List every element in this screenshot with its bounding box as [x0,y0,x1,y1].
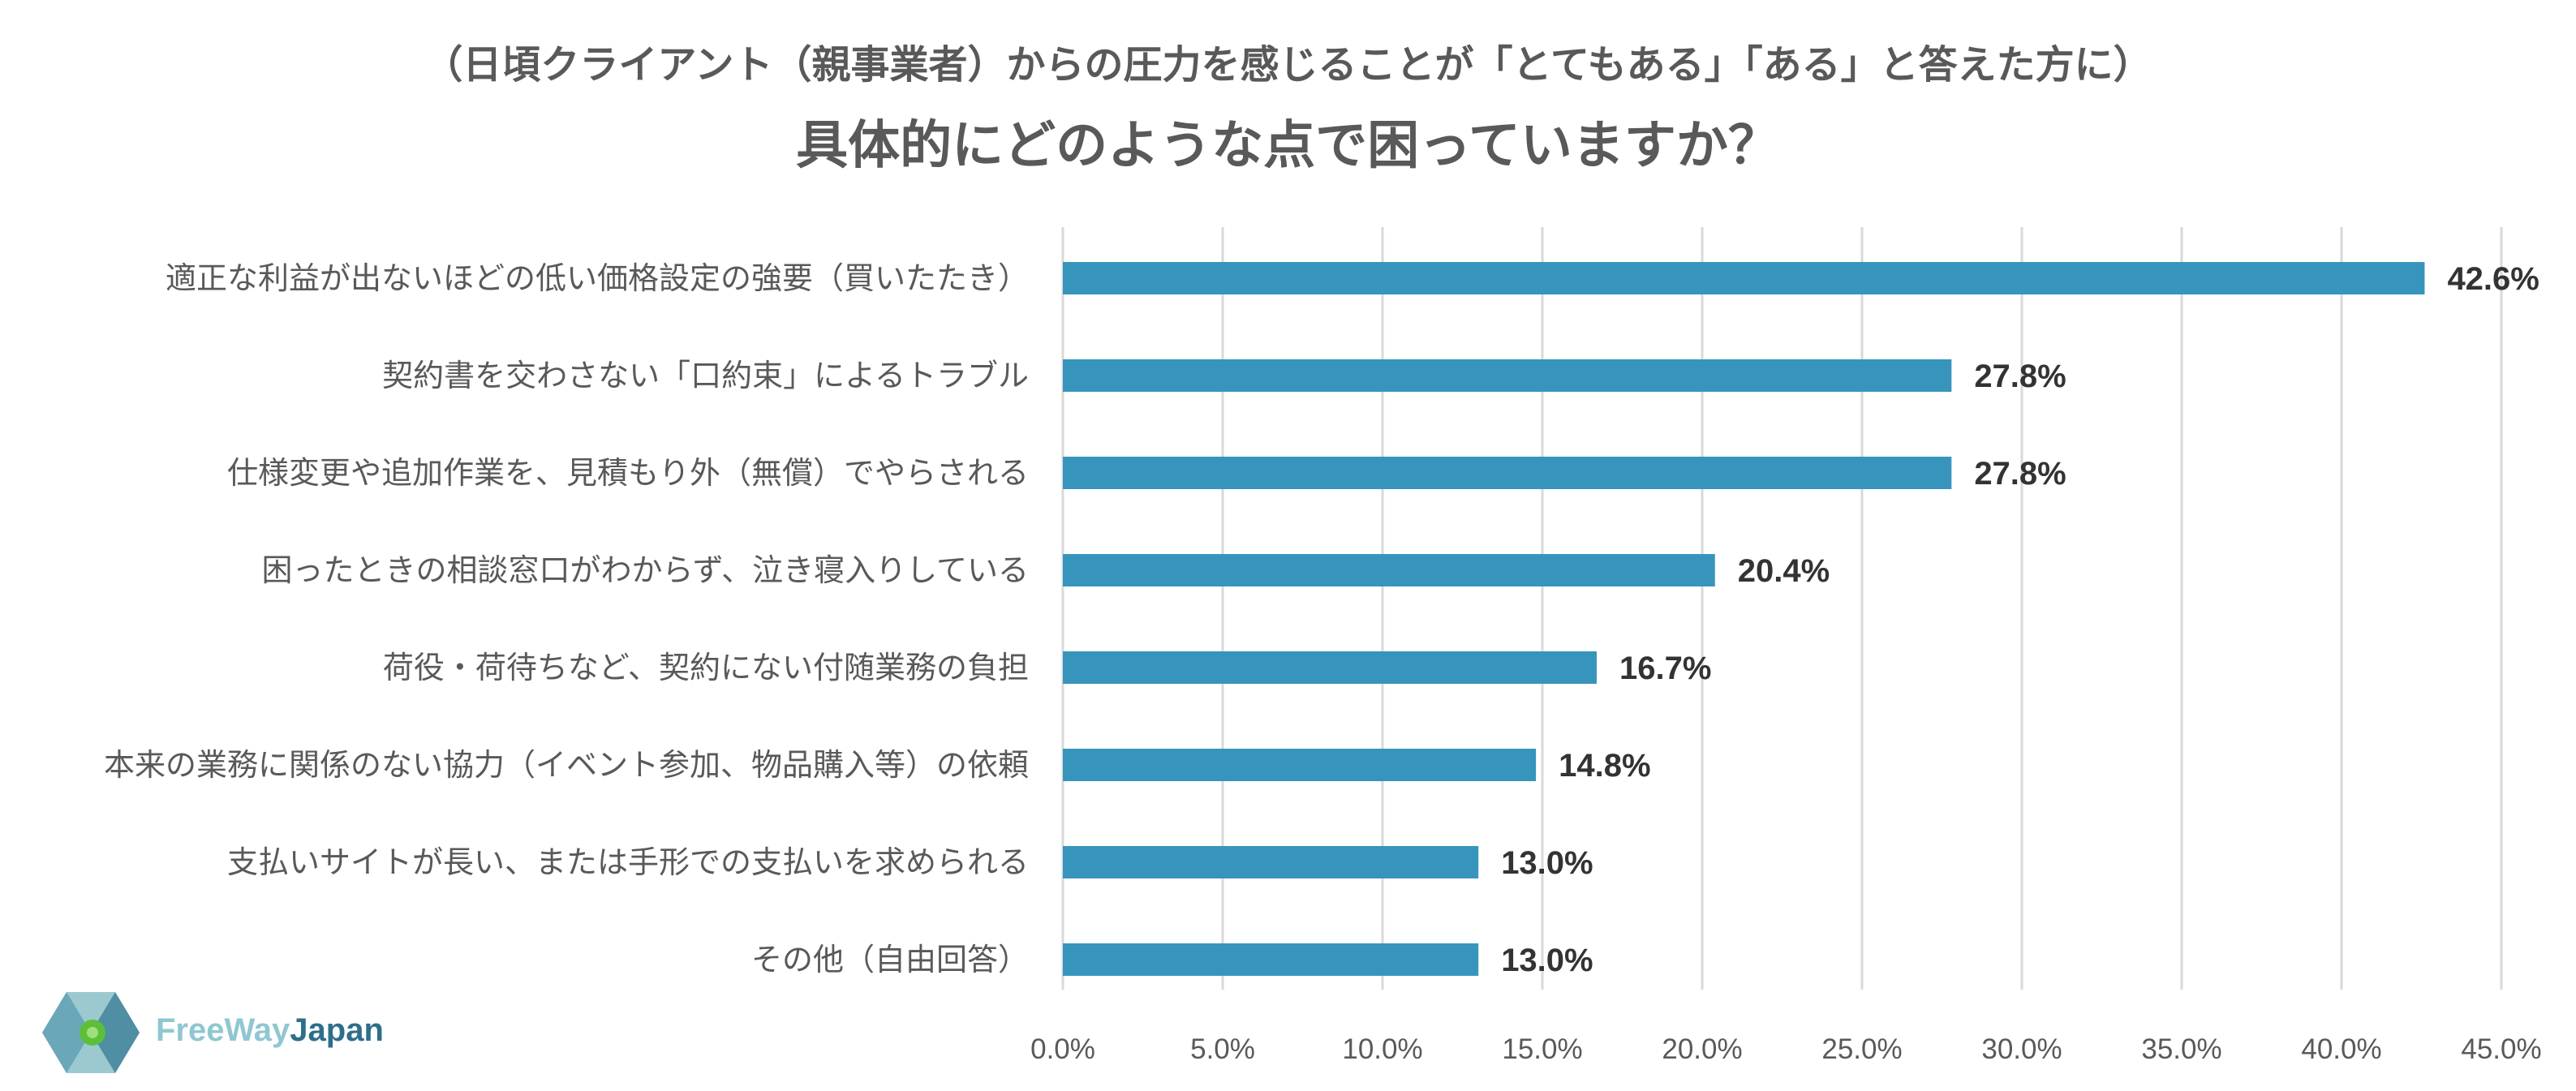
category-label: その他（自由回答） [751,942,1029,977]
category-label: 仕様変更や追加作業を、見積もり外（無償）でやらされる [227,455,1029,491]
value-label: 13.0% [1501,845,1593,881]
x-tick-label: 45.0% [2461,1033,2541,1065]
x-tick-label: 35.0% [2141,1033,2221,1065]
value-labels: 42.6% 27.8% 27.8% 20.4% 16.7% 14.8% 13.0% 13.0% [1501,261,2539,978]
category-label: 荷役・荷待ちなど、契約にない付随業務の負担 [383,650,1029,685]
value-label: 16.7% [1619,651,1711,686]
x-tick-label: 0.0% [1030,1033,1095,1065]
bar [1063,359,1952,392]
x-tick-label: 10.0% [1342,1033,1422,1065]
bar [1063,943,1479,976]
grid-lines [1061,227,2503,990]
category-label: 契約書を交わさない「口約束」によるトラブル [382,358,1029,393]
category-label: 困ったときの相談窓口がわからず、泣き寝入りしている [262,552,1029,588]
x-axis-tick-labels: 0.0% 5.0% 10.0% 15.0% 20.0% 25.0% 30.0% 35.0% 40… [1030,1033,2542,1065]
value-label: 13.0% [1501,943,1593,978]
freewayjapan-logo: FreeWayJapan [42,988,432,1077]
x-tick-label: 20.0% [1662,1033,1742,1065]
x-tick-label: 40.0% [2301,1033,2381,1065]
logo-text-freeway: FreeWay [156,1012,290,1048]
chart-title: 具体的にどのような点で困っていますか？ [796,116,1780,176]
logo-text-japan: Japan [290,1012,384,1048]
x-tick-label: 30.0% [1981,1033,2062,1065]
logo-mark-icon [42,992,140,1073]
value-label: 27.8% [1974,456,2066,492]
bars [1063,262,2425,976]
category-labels: 適正な利益が出ないほどの低い価格設定の強要（買いたたき） 契約書を交わさない「口約… [104,260,1029,977]
logo-text: FreeWayJapan [156,1012,384,1049]
bar [1063,457,1952,489]
category-label: 本来の業務に関係のない協力（イベント参加、物品購入等）の依頼 [104,747,1029,783]
value-label: 14.8% [1559,748,1650,784]
x-tick-label: 25.0% [1821,1033,1902,1065]
category-label: 支払いサイトが長い、または手形での支払いを求められる [227,844,1029,880]
value-label: 42.6% [2447,261,2539,297]
value-label: 27.8% [1974,359,2066,394]
category-label: 適正な利益が出ないほどの低い価格設定の強要（買いたたき） [166,260,1029,296]
x-tick-label: 15.0% [1502,1033,1582,1065]
x-tick-label: 5.0% [1190,1033,1255,1065]
bar [1063,262,2425,294]
chart-subtitle: （日頃クライアント（親事業者）からの圧力を感じることが「とてもある」「ある」と答… [424,42,2152,88]
bar [1063,651,1597,684]
bar [1063,554,1715,586]
value-label: 20.4% [1738,553,1830,589]
bar [1063,749,1537,781]
bar [1063,846,1479,878]
